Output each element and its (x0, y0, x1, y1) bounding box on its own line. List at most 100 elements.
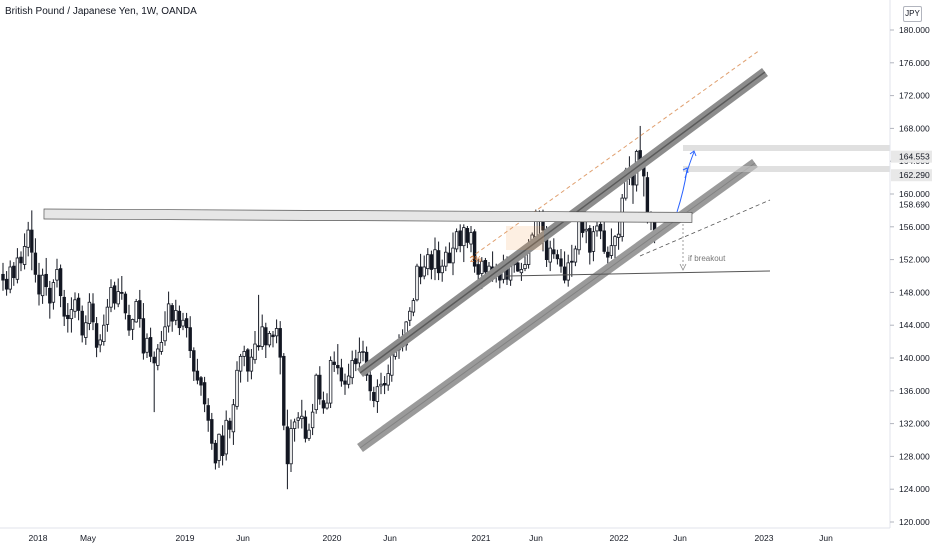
candle-body (91, 303, 95, 323)
candle-body (26, 229, 30, 248)
y-tick-label: 152.000 (899, 255, 930, 265)
candle-body (292, 421, 297, 429)
candle (282, 353, 286, 431)
x-tick-label: 2023 (755, 533, 774, 543)
candle-body (274, 328, 279, 337)
candle (328, 356, 333, 409)
candle-body (249, 356, 254, 372)
candle (80, 305, 84, 343)
candle-body (613, 236, 617, 247)
candle-body (235, 369, 239, 407)
candle (436, 241, 441, 281)
candle (346, 363, 351, 389)
candle-body (321, 400, 326, 409)
candle (156, 344, 160, 371)
candle (318, 366, 322, 405)
y-tick-label: 144.000 (899, 320, 930, 330)
candle (138, 289, 142, 328)
candle-body (354, 358, 358, 365)
candle-body (48, 287, 52, 304)
candle (134, 298, 138, 323)
candle (22, 233, 27, 270)
candle (152, 351, 156, 413)
price-axis: 180.000176.000172.000168.000164.000160.0… (890, 25, 930, 527)
candle-body (314, 374, 318, 411)
candle-body (246, 349, 250, 372)
candle-body (328, 360, 333, 404)
x-tick-label: Jun (383, 533, 397, 543)
candle (112, 281, 117, 310)
candle-body (231, 404, 236, 433)
candle-body (98, 339, 102, 346)
candle (62, 289, 66, 327)
candle-body (123, 293, 128, 314)
candle (462, 224, 466, 263)
candle-body (339, 367, 344, 382)
candle (48, 280, 52, 319)
candle-body (440, 265, 444, 274)
candle-body (303, 416, 308, 439)
y-tick-label: 120.000 (899, 517, 930, 527)
candle-body (44, 273, 48, 288)
candle (321, 391, 326, 414)
candle-body (105, 306, 110, 325)
candle-body (33, 252, 38, 275)
candle-body (213, 442, 218, 464)
candle (552, 238, 556, 259)
candle-body (1, 273, 5, 281)
candle-body (451, 247, 455, 264)
currency-button[interactable]: JPY (903, 6, 922, 22)
candle-body (332, 361, 336, 365)
candle-body (645, 177, 650, 219)
candle-body (66, 314, 70, 320)
candle-body (102, 324, 106, 343)
candle (271, 330, 275, 348)
candle (145, 333, 149, 358)
candle (206, 398, 210, 432)
candle-body (289, 428, 293, 465)
candle-body (472, 231, 477, 267)
candle-body (51, 282, 56, 303)
candle (30, 210, 34, 271)
candle-body (296, 417, 300, 421)
x-tick-label: 2020 (323, 533, 342, 543)
breakout-projection (639, 199, 771, 257)
candle-body (566, 262, 570, 281)
candle (310, 403, 315, 436)
candle (264, 322, 268, 358)
candle (472, 229, 477, 273)
candle (44, 257, 48, 296)
candle-body (372, 392, 376, 402)
candle (181, 312, 185, 331)
candle-body (426, 254, 430, 270)
y-tick-label: 124.000 (899, 484, 930, 494)
candle (159, 330, 164, 355)
candle (166, 291, 171, 333)
candle (217, 433, 221, 468)
candle (415, 263, 419, 302)
candle-body (184, 318, 189, 329)
candle-body (141, 318, 146, 354)
candle (253, 330, 257, 364)
highlight-box (506, 226, 544, 250)
candle-body (156, 348, 160, 366)
candle (228, 417, 232, 439)
support-line (504, 270, 771, 277)
candle (177, 305, 182, 336)
candle-body (148, 337, 153, 357)
candle (429, 250, 434, 280)
candle-body (116, 291, 120, 305)
candle (94, 317, 99, 358)
candle (426, 248, 430, 276)
candles-layer (1, 125, 657, 490)
candle (379, 372, 383, 395)
percent-label: 2% (470, 255, 482, 264)
candle-body (15, 257, 20, 280)
candle (213, 440, 218, 470)
y-tick-label: 180.000 (899, 25, 930, 35)
candle-body (177, 310, 182, 329)
candle (192, 347, 196, 381)
candle-body (4, 278, 9, 290)
candle (109, 279, 113, 313)
